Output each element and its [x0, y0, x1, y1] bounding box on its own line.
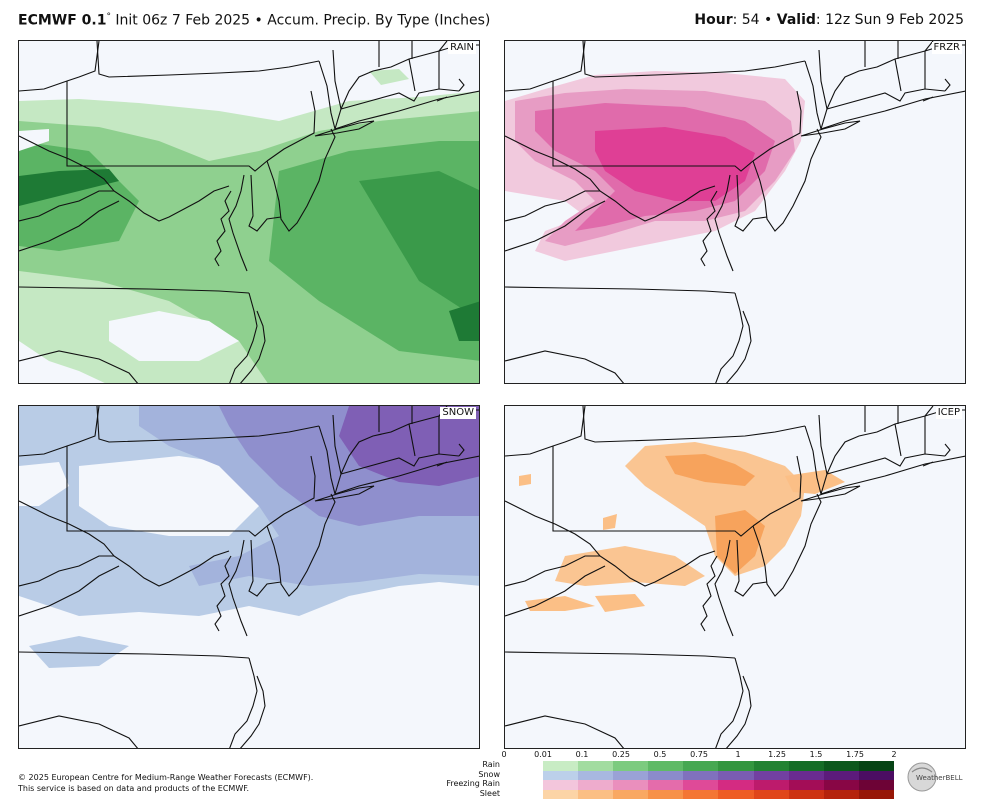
legend-tick-label: 0.5: [653, 750, 667, 759]
icep-map-panel: ICEP: [504, 405, 966, 749]
legend-row-frzr: Freezing Rain: [446, 779, 500, 789]
valid-label: Valid: [776, 12, 816, 28]
panel-label: FRZR: [931, 42, 962, 54]
legend-swatch: [858, 780, 894, 790]
legend-swatch: [718, 770, 754, 780]
credit-line-2: This service is based on data and produc…: [18, 784, 250, 793]
panel-label: ICEP: [935, 407, 962, 419]
legend-swatch: [858, 770, 894, 780]
legend-swatch: [823, 780, 859, 790]
legend-swatch: [753, 780, 789, 790]
model-name: ECMWF 0.1: [18, 12, 107, 29]
credit-line-1: © 2025 European Centre for Medium-Range …: [18, 773, 314, 782]
weatherbell-logo: WeatherBELL: [906, 760, 964, 794]
icep-map: [505, 406, 965, 748]
legend-sleet-row: [543, 789, 894, 799]
separator: •: [759, 12, 777, 28]
legend-swatch: [718, 780, 754, 790]
legend-tick-label: 0.75: [690, 750, 708, 759]
legend-swatch: [858, 789, 894, 799]
legend-swatch: [718, 789, 754, 799]
legend-swatch: [578, 780, 614, 790]
frzr-map: [505, 41, 965, 383]
init-time: Init 06z 7 Feb 2025: [110, 12, 251, 29]
legend-tick-label: 1.75: [846, 750, 864, 759]
legend-swatch: [683, 780, 719, 790]
legend-ticks: 0 0.01 0.1 0.25 0.5 0.75 1 1.25 1.5 1.75 2: [500, 750, 900, 762]
degree-symbol: °: [106, 12, 111, 22]
rain-map-panel: RAIN: [18, 40, 480, 384]
rain-map: [19, 41, 479, 383]
legend-tick-label: 1.25: [768, 750, 786, 759]
snow-map: [19, 406, 479, 748]
legend-swatch: [683, 770, 719, 780]
legend-swatch: [753, 789, 789, 799]
legend-tick-label: 0.25: [612, 750, 630, 759]
legend-swatch: [613, 780, 649, 790]
legend-swatch: [578, 789, 614, 799]
legend-swatch: [788, 770, 824, 780]
legend-swatch: [788, 761, 824, 771]
legend-swatch: [823, 789, 859, 799]
legend-snow-row: [543, 770, 894, 780]
legend-swatch: [543, 789, 579, 799]
legend-tick-label: 2: [891, 750, 897, 759]
legend-swatch: [578, 761, 614, 771]
legend-tick-label: 0.1: [575, 750, 589, 759]
valid-value: : 12z Sun 9 Feb 2025: [815, 12, 964, 28]
legend-swatch: [613, 770, 649, 780]
legend-swatch: [613, 789, 649, 799]
legend-swatch: [788, 789, 824, 799]
legend-swatch: [683, 761, 719, 771]
legend-color-grid: [543, 761, 894, 799]
legend-swatch: [648, 789, 684, 799]
legend-swatch: [648, 761, 684, 771]
legend-swatch: [648, 780, 684, 790]
legend-swatch: [613, 761, 649, 771]
legend-row-rain: Rain: [482, 760, 500, 769]
legend-tick-label: 0.01: [534, 750, 552, 759]
legend-swatch: [718, 761, 754, 771]
legend-swatch: [823, 770, 859, 780]
legend-swatch: [753, 770, 789, 780]
legend-swatch: [753, 761, 789, 771]
legend-swatch: [858, 761, 894, 771]
legend-rain-row: [543, 761, 894, 771]
legend-tick-label: 0: [501, 750, 507, 759]
legend-swatch: [823, 761, 859, 771]
legend-tick-label: 1: [735, 750, 741, 759]
legend-swatch: [788, 780, 824, 790]
credits: © 2025 European Centre for Medium-Range …: [18, 772, 313, 794]
product-name: Accum. Precip. By Type (Inches): [267, 12, 491, 29]
panel-label: SNOW: [440, 407, 476, 419]
logo-text: WeatherBELL: [916, 774, 963, 782]
legend-frzr-row: [543, 780, 894, 790]
panel-label: RAIN: [448, 42, 476, 54]
legend-tick-label: 1.5: [809, 750, 823, 759]
legend-row-snow: Snow: [478, 769, 500, 779]
legend-swatch: [543, 780, 579, 790]
legend-swatch: [578, 770, 614, 780]
legend-row-sleet: Sleet: [479, 788, 500, 798]
hour-label: Hour: [694, 12, 733, 28]
legend-swatch: [543, 761, 579, 771]
header-right: Hour: 54 • Valid: 12z Sun 9 Feb 2025: [694, 12, 964, 28]
legend-swatch: [648, 770, 684, 780]
hour-value: : 54: [732, 12, 760, 28]
frzr-map-panel: FRZR: [504, 40, 966, 384]
legend-row-labels: Rain Snow Freezing Rain Sleet: [436, 760, 500, 798]
header-left: ECMWF 0.1° Init 06z 7 Feb 2025 • Accum. …: [18, 12, 490, 29]
legend-swatch: [683, 789, 719, 799]
separator: •: [250, 12, 268, 29]
legend-swatch: [543, 770, 579, 780]
snow-map-panel: SNOW: [18, 405, 480, 749]
